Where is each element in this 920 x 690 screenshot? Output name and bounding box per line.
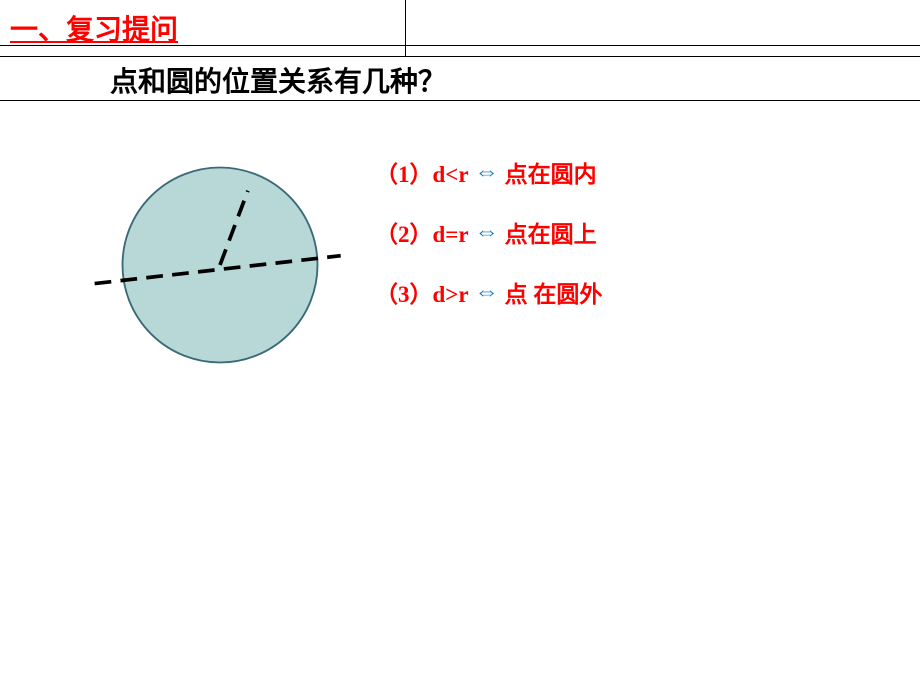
relation-condition: （3）d>r — [375, 275, 469, 309]
relation-condition: （1）d<r — [375, 155, 469, 189]
section-title: 一、复习提问 — [10, 8, 178, 48]
table-h3 — [0, 100, 920, 101]
relation-result: 点 在圆外 — [505, 275, 603, 309]
relation-result: 点在圆上 — [505, 215, 597, 249]
diagram-svg — [90, 150, 350, 380]
relation-condition: （2）d=r — [375, 215, 469, 249]
relation-result: 点在圆内 — [505, 155, 597, 189]
table-h2 — [0, 56, 920, 57]
circle-diagram — [90, 150, 330, 370]
relations-list: （1）d<r ⇔ 点在圆内 （2）d=r ⇔ 点在圆上 （3）d>r ⇔ 点 在… — [375, 155, 602, 335]
relation-row: （2）d=r ⇔ 点在圆上 — [375, 215, 602, 249]
relation-row: （1）d<r ⇔ 点在圆内 — [375, 155, 602, 189]
relation-row: （3）d>r ⇔ 点 在圆外 — [375, 275, 602, 309]
slide-root: 一、复习提问 点和圆的位置关系有几种？ （1）d<r ⇔ 点在圆内 （2）d=r… — [0, 0, 920, 690]
biconditional-icon: ⇔ — [475, 219, 499, 246]
biconditional-icon: ⇔ — [475, 279, 499, 306]
biconditional-icon: ⇔ — [475, 159, 499, 186]
question-text: 点和圆的位置关系有几种？ — [110, 60, 446, 100]
table-v1 — [405, 0, 406, 56]
